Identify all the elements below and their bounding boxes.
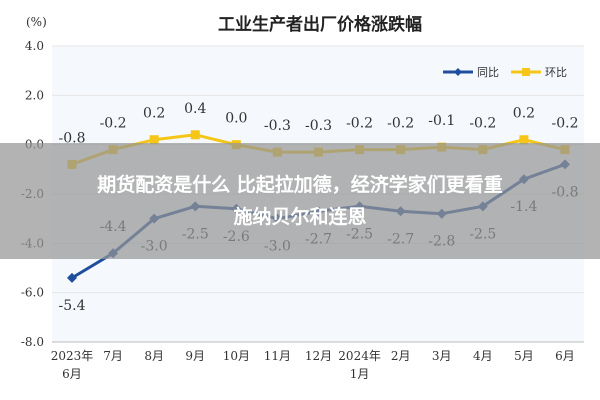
legend-label: 同比 (477, 66, 499, 79)
x-tick-label: 12月 (305, 349, 332, 363)
headline-line-1: 期货配资是什么 比起拉加德，经济学家们更看重 (97, 174, 503, 196)
legend-marker (522, 68, 530, 76)
series-point-mom (190, 130, 200, 140)
data-label-mom: -0.8 (59, 130, 86, 146)
chart-title: 工业生产者出厂价格涨跌幅 (218, 14, 422, 35)
data-label-mom: 0.2 (513, 106, 535, 122)
x-tick-label: 5月 (514, 349, 534, 363)
data-label-mom: -0.2 (469, 116, 496, 132)
legend-marker (454, 68, 462, 76)
data-label-mom: -0.2 (387, 116, 414, 132)
data-label-mom: -0.2 (100, 116, 127, 132)
series-point-yoy (67, 272, 77, 283)
x-tick-label: 1月 (350, 367, 370, 381)
series-point-mom (149, 135, 159, 145)
legend-label: 环比 (545, 66, 567, 79)
y-tick-label: -6.0 (21, 286, 44, 300)
series-point-mom (519, 135, 529, 145)
x-tick-label: 8月 (144, 349, 164, 363)
x-tick-label: 2024年 (338, 349, 381, 363)
x-tick-label: 3月 (432, 349, 452, 363)
y-axis-unit: (%) (26, 15, 47, 29)
legend: 同比 环比 (443, 66, 567, 79)
data-label-mom: 0.4 (184, 101, 206, 117)
y-tick-label: -8.0 (21, 335, 44, 349)
data-label-mom: -0.3 (264, 118, 291, 134)
x-tick-label: 9月 (185, 349, 205, 363)
data-label-mom: 0.0 (225, 111, 247, 127)
x-tick-label: 11月 (264, 349, 291, 363)
x-tick-label: 6月 (555, 349, 575, 363)
x-tick-label: 7月 (103, 349, 123, 363)
data-label-mom: -0.2 (346, 116, 373, 132)
x-tick-label: 2月 (391, 349, 411, 363)
x-tick-label: 2023年 (51, 349, 94, 363)
headline-line-2: 施纳贝尔和连恩 (233, 206, 367, 228)
headline-overlay: 期货配资是什么 比起拉加德，经济学家们更看重 施纳贝尔和连恩 (0, 143, 600, 259)
data-label-mom: -0.2 (552, 116, 579, 132)
data-label-yoy: -5.4 (59, 298, 86, 314)
y-tick-label: 4.0 (25, 39, 44, 53)
data-label-mom: -0.3 (305, 118, 332, 134)
x-tick-label: 4月 (473, 349, 493, 363)
data-label-mom: 0.2 (143, 106, 165, 122)
x-tick-label: 10月 (223, 349, 250, 363)
data-label-mom: -0.1 (428, 113, 455, 129)
x-tick-label: 6月 (62, 367, 82, 381)
y-tick-label: 2.0 (25, 88, 44, 102)
